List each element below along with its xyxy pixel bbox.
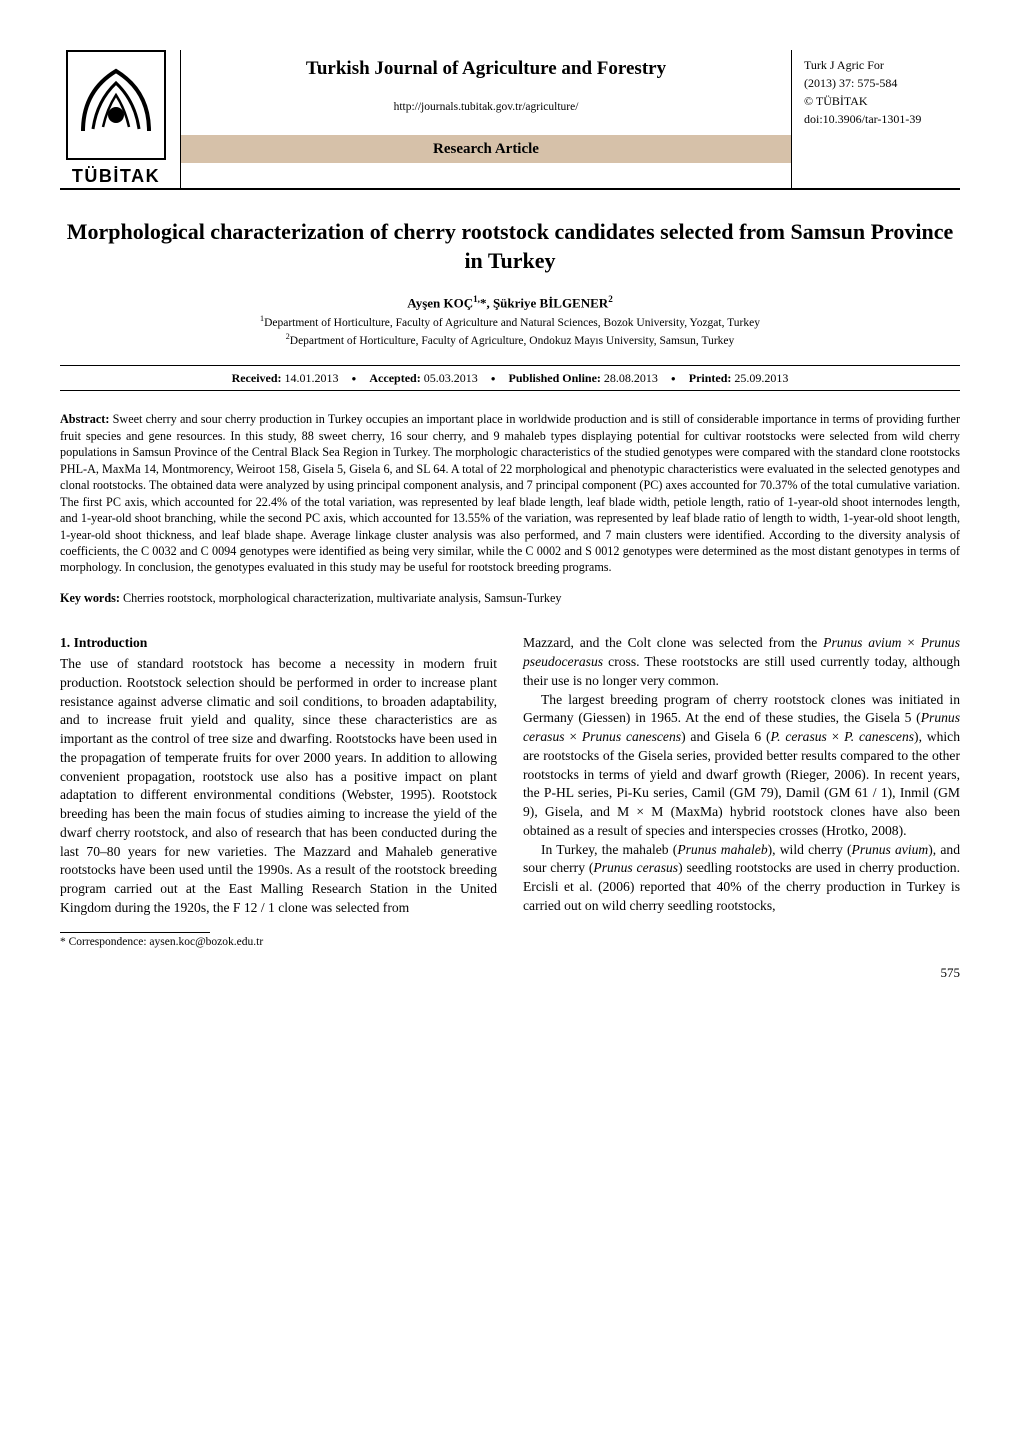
online-label: Published Online: [509,371,601,385]
footnote-rule [60,932,210,933]
body-columns: 1. Introduction The use of standard root… [60,634,960,917]
affiliations: 1Department of Horticulture, Faculty of … [60,314,960,349]
journal-header: TÜBİTAK Turkish Journal of Agriculture a… [60,50,960,190]
article-title: Morphological characterization of cherry… [60,218,960,275]
abstract-label: Abstract: [60,412,109,426]
abstract-block: Abstract: Sweet cherry and sour cherry p… [60,411,960,576]
section-heading: 1. Introduction [60,634,497,653]
journal-volume: (2013) 37: 575-584 [804,74,960,92]
journal-url: http://journals.tubitak.gov.tr/agricultu… [394,100,579,116]
logo-text: TÜBİTAK [72,164,160,188]
received-label: Received: [232,371,282,385]
column-left: 1. Introduction The use of standard root… [60,634,497,917]
column-right: Mazzard, and the Colt clone was selected… [523,634,960,917]
accepted-date: 05.03.2013 [424,371,478,385]
online-date: 28.08.2013 [604,371,658,385]
printed-label: Printed: [689,371,732,385]
authors: Ayşen KOÇ1,*, Şükriye BİLGENER2 [60,293,960,312]
printed-date: 25.09.2013 [734,371,788,385]
logo-svg [77,61,155,149]
body-paragraph: Mazzard, and the Colt clone was selected… [523,634,960,690]
tubitak-logo [66,50,166,160]
journal-short: Turk J Agric For [804,56,960,74]
correspondence-footnote: * Correspondence: aysen.koc@bozok.edu.tr [60,935,960,951]
received-date: 14.01.2013 [285,371,339,385]
dates-bar: Received: 14.01.2013 ● Accepted: 05.03.2… [60,365,960,391]
date-separator-icon: ● [491,374,496,383]
journal-copyright: © TÜBİTAK [804,92,960,110]
body-paragraph: The use of standard rootstock has become… [60,655,497,918]
date-separator-icon: ● [352,374,357,383]
keywords-label: Key words: [60,591,120,605]
header-right: Turk J Agric For (2013) 37: 575-584 © TÜ… [792,50,960,188]
page-number: 575 [60,964,960,982]
research-article-bar: Research Article [181,135,791,163]
abstract-text: Sweet cherry and sour cherry production … [60,412,960,574]
body-paragraph: In Turkey, the mahaleb (Prunus mahaleb),… [523,841,960,916]
accepted-label: Accepted: [369,371,420,385]
header-center: Turkish Journal of Agriculture and Fores… [180,50,792,188]
journal-title: Turkish Journal of Agriculture and Fores… [306,56,666,82]
keywords-text: Cherries rootstock, morphological charac… [123,591,562,605]
journal-doi: doi:10.3906/tar-1301-39 [804,110,960,128]
logo-column: TÜBİTAK [60,50,180,188]
body-paragraph: The largest breeding program of cherry r… [523,691,960,841]
date-separator-icon: ● [671,374,676,383]
keywords-block: Key words: Cherries rootstock, morpholog… [60,590,960,606]
